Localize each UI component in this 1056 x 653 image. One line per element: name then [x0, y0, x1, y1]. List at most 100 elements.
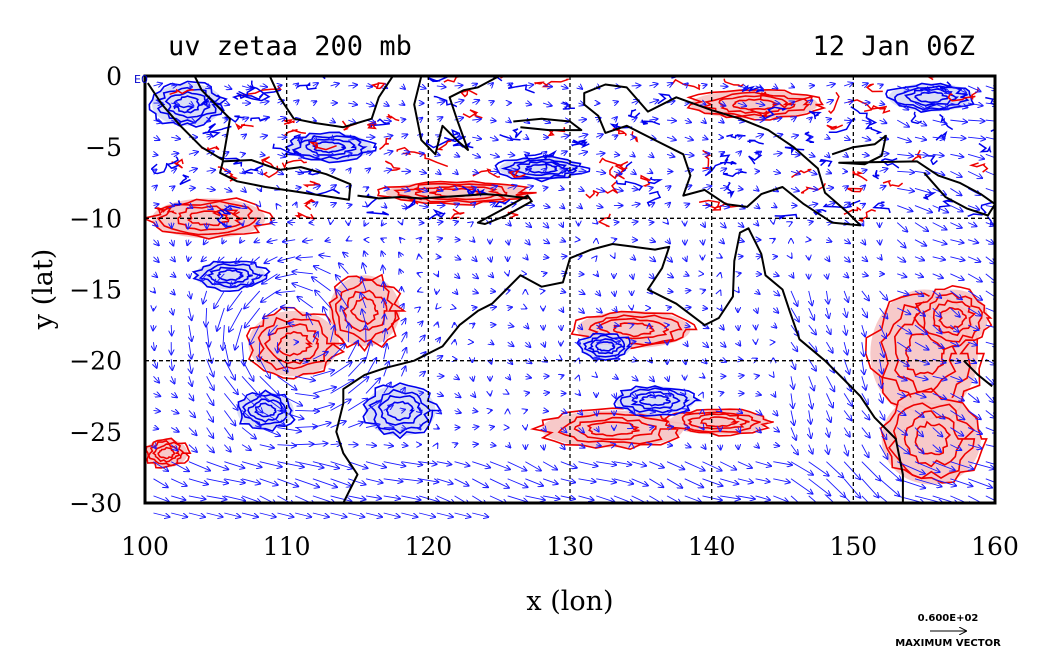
wind-vector — [843, 478, 860, 498]
wind-vector — [224, 188, 231, 191]
wind-vector — [613, 171, 621, 174]
wind-vector — [631, 204, 640, 206]
wind-vector — [189, 359, 191, 373]
wind-vector — [720, 496, 740, 499]
wind-vector — [720, 240, 724, 244]
wind-vector — [914, 188, 931, 193]
wind-vector — [436, 393, 443, 395]
wind-vector — [313, 120, 316, 121]
wind-vector — [490, 342, 493, 344]
wind-vector — [579, 206, 582, 209]
tropical-contour — [865, 83, 883, 93]
tropical-contour — [967, 201, 993, 217]
tropical-contour — [508, 170, 526, 178]
wind-vector — [862, 257, 867, 261]
wind-vector — [171, 359, 172, 370]
wind-vector — [437, 338, 440, 342]
wind-vector — [224, 119, 227, 120]
tropical-contour — [927, 155, 938, 166]
wind-vector — [171, 410, 178, 413]
y-tick-label: −10 — [69, 204, 122, 233]
wind-vector — [702, 325, 708, 328]
wind-vector — [543, 410, 548, 411]
wind-vector — [631, 222, 638, 223]
wind-vector — [985, 376, 994, 384]
wind-vector — [985, 256, 995, 264]
wind-vector — [154, 445, 156, 449]
wind-vector — [455, 274, 460, 278]
wind-vector — [596, 223, 597, 224]
wind-vector — [206, 461, 229, 470]
wind-vector — [525, 186, 533, 188]
wind-vector — [240, 240, 242, 243]
wind-vector — [365, 86, 372, 87]
wind-vector — [773, 206, 776, 208]
wind-vector — [843, 359, 849, 374]
wind-vector — [188, 461, 210, 471]
wind-vector — [153, 495, 169, 502]
wind-vector — [968, 120, 984, 121]
wind-vector — [231, 273, 243, 287]
wind-vector — [808, 324, 816, 334]
wind-vector — [967, 223, 976, 227]
wind-vector — [507, 478, 528, 487]
wind-vector — [773, 86, 777, 89]
wind-vector — [649, 376, 654, 381]
wind-vector — [170, 393, 177, 397]
wind-vector — [790, 290, 798, 306]
positive-vorticity-region-contour — [699, 416, 740, 428]
wind-vector — [950, 461, 973, 469]
wind-vector — [255, 240, 260, 243]
wind-vector — [277, 512, 293, 517]
wind-vector — [826, 137, 829, 138]
wind-vector — [189, 103, 193, 106]
wind-vector — [862, 324, 865, 336]
x-tick-label: 150 — [829, 532, 877, 561]
wind-vector — [649, 100, 658, 103]
wind-vector — [666, 427, 673, 428]
max-vector-legend: 0.600E+02 MAXIMUM VECTOR — [895, 613, 1001, 649]
wind-vector — [791, 257, 792, 258]
wind-vector — [632, 257, 636, 260]
wind-vector — [737, 375, 744, 376]
wind-vector — [436, 308, 437, 309]
wind-vector — [755, 103, 765, 105]
wind-vector — [542, 103, 552, 106]
wind-vector — [985, 290, 995, 299]
wind-vector — [755, 120, 765, 121]
tropical-contour — [850, 106, 878, 126]
wind-vector — [950, 359, 960, 362]
y-tick-label: −30 — [69, 489, 122, 518]
wind-vector — [666, 478, 682, 488]
wind-vector — [667, 83, 672, 86]
wind-vector — [170, 428, 178, 432]
wind-vector — [843, 461, 860, 480]
wind-vector — [773, 479, 790, 482]
tropical-contour — [534, 81, 545, 85]
wind-vector — [720, 392, 723, 393]
wind-vector — [312, 332, 318, 343]
wind-vector — [401, 206, 407, 208]
wind-vector — [914, 290, 923, 296]
wind-vector — [507, 495, 528, 502]
wind-vector — [649, 203, 654, 206]
tropical-contour — [234, 122, 254, 131]
wind-vector — [171, 186, 174, 188]
wind-vector — [596, 376, 597, 377]
wind-vector — [454, 85, 463, 86]
wind-vector — [613, 188, 623, 190]
wind-vector — [189, 376, 192, 386]
wind-vector — [967, 307, 981, 316]
wind-vector — [685, 204, 689, 206]
wind-vector — [525, 325, 528, 328]
wind-vector — [826, 376, 834, 391]
tropical-contour — [238, 85, 283, 97]
wind-vector — [259, 461, 282, 467]
wind-vector — [861, 393, 868, 404]
positive-vorticity-region-contour — [888, 402, 976, 480]
wind-vector — [613, 341, 620, 342]
wind-vector — [508, 83, 513, 86]
wind-vector — [880, 85, 883, 86]
wind-vector — [241, 444, 251, 450]
wind-vector — [281, 307, 296, 308]
